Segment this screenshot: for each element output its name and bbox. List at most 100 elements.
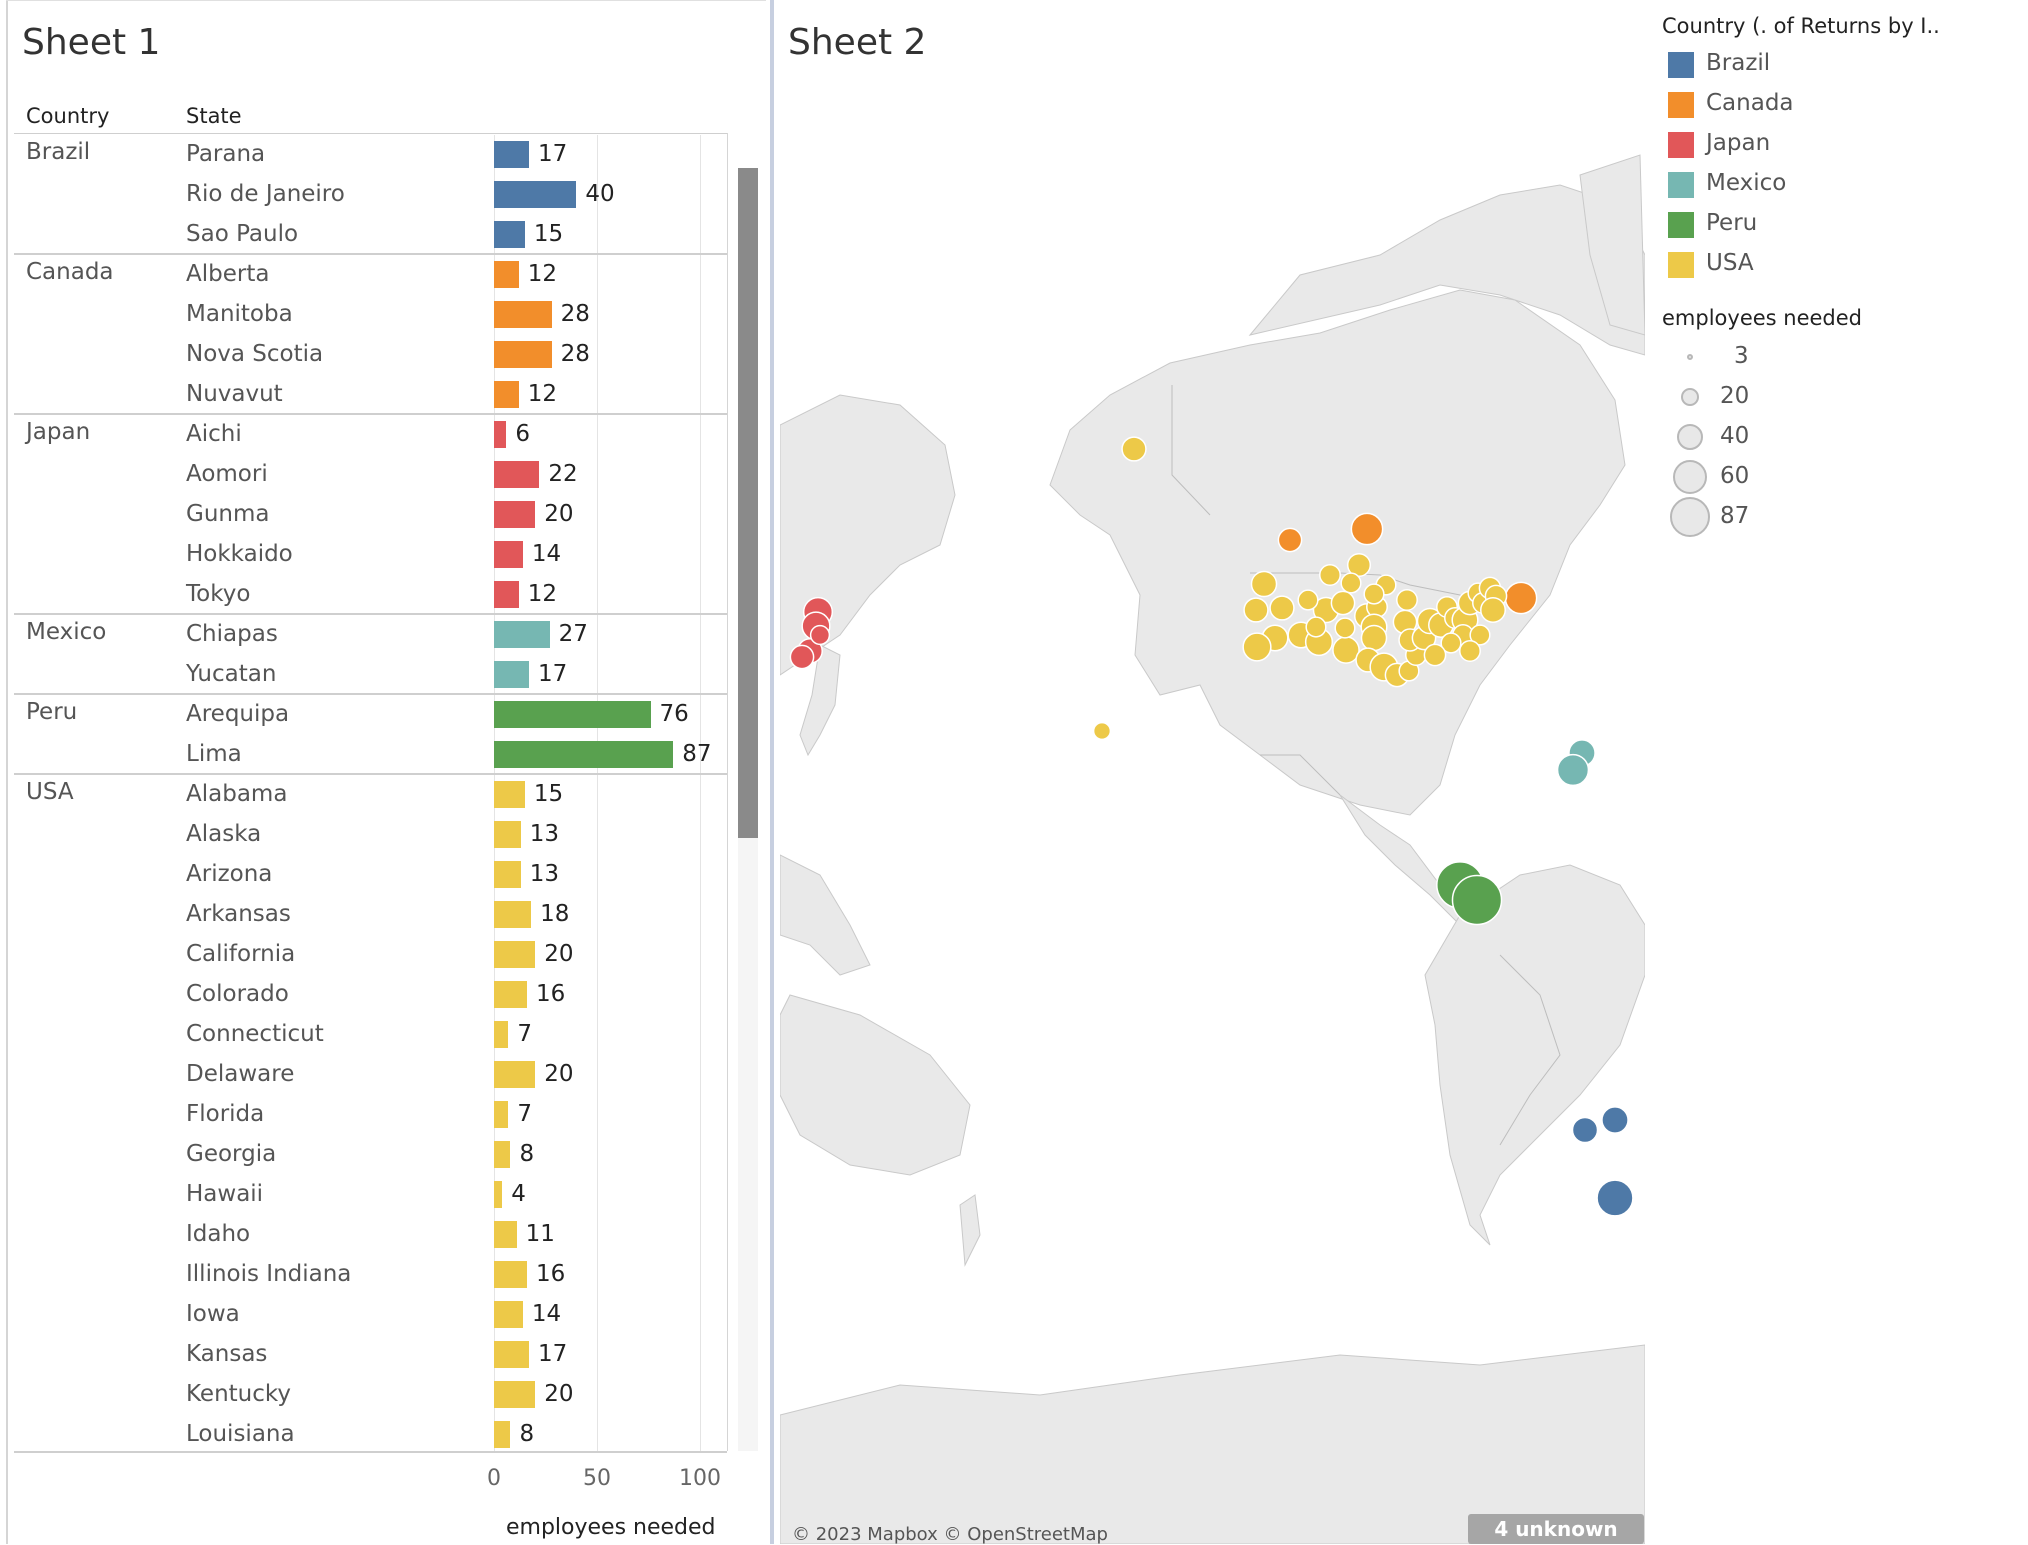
state-label[interactable]: Georgia	[186, 1141, 277, 1167]
country-label[interactable]: USA	[26, 779, 74, 805]
size-legend-circle[interactable]	[1673, 460, 1707, 494]
map-point-usa[interactable]	[1092, 721, 1112, 741]
country-label[interactable]: Brazil	[26, 139, 91, 165]
map-point-usa[interactable]	[1334, 617, 1356, 639]
vertical-scrollbar-thumb[interactable]	[738, 168, 758, 838]
bar-arizona[interactable]	[494, 861, 521, 888]
state-label[interactable]: Arkansas	[186, 901, 291, 927]
country-label[interactable]: Peru	[26, 699, 78, 725]
column-header-state[interactable]: State	[186, 104, 242, 128]
bar-alaska[interactable]	[494, 821, 521, 848]
bar-idaho[interactable]	[494, 1221, 517, 1248]
bar-kentucky[interactable]	[494, 1381, 536, 1408]
bar-colorado[interactable]	[494, 981, 527, 1008]
map-point-usa[interactable]	[1340, 572, 1362, 594]
bar-yucatan[interactable]	[494, 661, 530, 688]
bar-manitoba[interactable]	[494, 301, 552, 328]
map-point-usa[interactable]	[1330, 590, 1356, 616]
state-label[interactable]: Iowa	[186, 1301, 240, 1327]
state-label[interactable]: Aomori	[186, 461, 268, 487]
bar-kansas[interactable]	[494, 1341, 530, 1368]
legend-size-title[interactable]: employees needed	[1662, 306, 1863, 330]
legend-color-title[interactable]: Country (. of Returns by I..	[1662, 14, 1940, 38]
state-label[interactable]: Manitoba	[186, 301, 293, 327]
state-label[interactable]: Illinois Indiana	[186, 1261, 352, 1287]
size-legend-circle[interactable]	[1670, 497, 1710, 537]
state-label[interactable]: Alaska	[186, 821, 262, 847]
state-label[interactable]: Kansas	[186, 1341, 268, 1367]
bar-illinois-indiana[interactable]	[494, 1261, 527, 1288]
state-label[interactable]: Arequipa	[186, 701, 290, 727]
bar-aomori[interactable]	[494, 461, 540, 488]
legend-label-usa[interactable]: USA	[1706, 250, 1754, 276]
column-header-country[interactable]: Country	[26, 104, 110, 128]
state-label[interactable]: Parana	[186, 141, 266, 167]
map-point-usa[interactable]	[1242, 632, 1272, 662]
bar-connecticut[interactable]	[494, 1021, 509, 1048]
legend-swatch-peru[interactable]	[1668, 212, 1694, 238]
map-point-usa[interactable]	[1423, 643, 1447, 667]
state-label[interactable]: Yucatan	[186, 661, 277, 687]
size-legend-circle[interactable]	[1687, 354, 1693, 360]
bar-nova-scotia[interactable]	[494, 341, 552, 368]
bar-iowa[interactable]	[494, 1301, 523, 1328]
legend-swatch-mexico[interactable]	[1668, 172, 1694, 198]
legend-label-mexico[interactable]: Mexico	[1706, 170, 1787, 196]
map-point-usa[interactable]	[1297, 589, 1319, 611]
state-label[interactable]: Rio de Janeiro	[186, 181, 345, 207]
legend-label-peru[interactable]: Peru	[1706, 210, 1758, 236]
map-point-usa[interactable]	[1360, 624, 1388, 652]
state-label[interactable]: Alabama	[186, 781, 288, 807]
bar-delaware[interactable]	[494, 1061, 536, 1088]
state-label[interactable]: Hokkaido	[186, 541, 293, 567]
state-label[interactable]: Lima	[186, 741, 242, 767]
world-map[interactable]	[780, 95, 1645, 1544]
bar-gunma[interactable]	[494, 501, 536, 528]
bar-california[interactable]	[494, 941, 536, 968]
state-label[interactable]: Nuvavut	[186, 381, 283, 407]
state-label[interactable]: Chiapas	[186, 621, 278, 647]
legend-label-japan[interactable]: Japan	[1706, 130, 1771, 156]
state-label[interactable]: Hawaii	[186, 1181, 264, 1207]
state-label[interactable]: Louisiana	[186, 1421, 295, 1447]
map-point-mexico[interactable]	[1556, 753, 1590, 787]
map-point-usa[interactable]	[1459, 640, 1481, 662]
country-label[interactable]: Canada	[26, 259, 114, 285]
map-point-usa[interactable]	[1396, 589, 1418, 611]
state-label[interactable]: Kentucky	[186, 1381, 292, 1407]
map-point-peru[interactable]	[1451, 874, 1503, 926]
legend-swatch-japan[interactable]	[1668, 132, 1694, 158]
legend-label-canada[interactable]: Canada	[1706, 90, 1794, 116]
bar-nuvavut[interactable]	[494, 381, 519, 408]
map-point-brazil[interactable]	[1596, 1179, 1634, 1217]
map-point-usa[interactable]	[1440, 632, 1462, 654]
bar-florida[interactable]	[494, 1101, 509, 1128]
map-point-usa[interactable]	[1363, 583, 1385, 605]
size-legend-circle[interactable]	[1677, 424, 1703, 450]
bar-arequipa[interactable]	[494, 701, 651, 728]
map-point-usa[interactable]	[1250, 570, 1278, 598]
bar-sao-paulo[interactable]	[494, 221, 525, 248]
state-label[interactable]: Gunma	[186, 501, 270, 527]
size-legend-circle[interactable]	[1681, 388, 1699, 406]
bar-parana[interactable]	[494, 141, 530, 168]
map-point-canada[interactable]	[1277, 527, 1303, 553]
bar-hawaii[interactable]	[494, 1181, 503, 1208]
map-point-usa[interactable]	[1469, 624, 1491, 646]
bar-arkansas[interactable]	[494, 901, 532, 928]
state-label[interactable]: Idaho	[186, 1221, 251, 1247]
map-point-canada[interactable]	[1350, 512, 1384, 546]
map-point-japan[interactable]	[789, 644, 815, 670]
map-point-japan[interactable]	[809, 624, 831, 646]
state-label[interactable]: Delaware	[186, 1061, 295, 1087]
bar-georgia[interactable]	[494, 1141, 511, 1168]
legend-label-brazil[interactable]: Brazil	[1706, 50, 1771, 76]
map-point-usa[interactable]	[1269, 595, 1295, 621]
bar-rio-de-janeiro[interactable]	[494, 181, 577, 208]
legend-swatch-usa[interactable]	[1668, 252, 1694, 278]
state-label[interactable]: Tokyo	[186, 581, 251, 607]
map-point-brazil[interactable]	[1601, 1106, 1629, 1134]
country-label[interactable]: Mexico	[26, 619, 107, 645]
map-point-usa[interactable]	[1305, 616, 1327, 638]
state-label[interactable]: Nova Scotia	[186, 341, 324, 367]
